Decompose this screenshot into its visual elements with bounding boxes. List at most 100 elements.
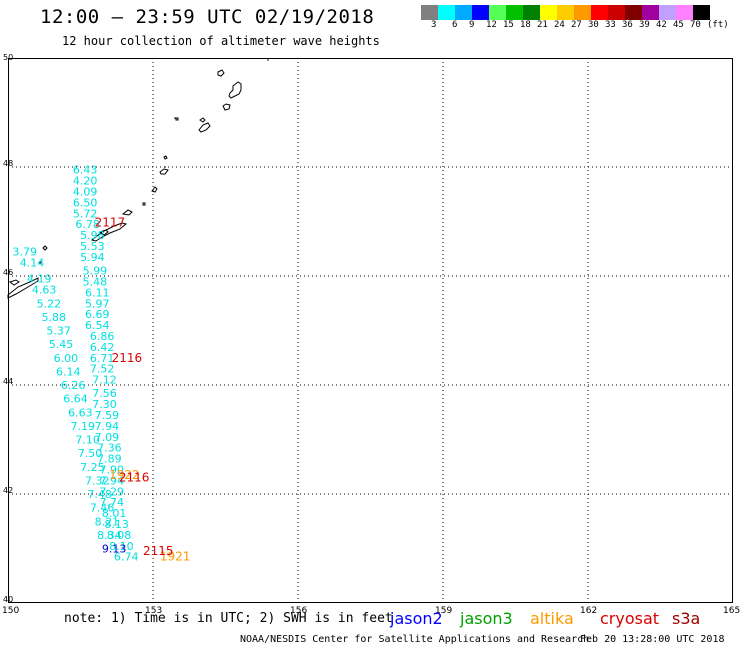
swh-label-jason3: 7.50 <box>78 447 103 460</box>
colorbar-label: 39 <box>639 20 650 30</box>
colorbar-label: 15 <box>503 20 514 30</box>
coastline <box>159 168 169 175</box>
footer-note: note: 1) Time is in UTC; 2) SWH is in fe… <box>64 611 393 626</box>
x-tick-label: 153 <box>145 606 162 616</box>
colorbar-label: 21 <box>537 20 548 30</box>
coastline <box>175 117 179 121</box>
small-island <box>174 117 176 119</box>
small-island <box>267 59 269 61</box>
colorbar-swatch <box>455 5 472 20</box>
footer-credit: NOAA/NESDIS Center for Satellite Applica… <box>240 634 590 645</box>
swh-label-jason2: 5.72 <box>73 207 98 220</box>
legend-item-altika: altika <box>530 609 574 628</box>
swh-label-jason2: 6.11 <box>85 286 110 299</box>
swh-label-jason3: 7.19 <box>71 420 96 433</box>
swh-label-jason2: 6.86 <box>90 330 115 343</box>
swh-label-jason2: 6.71 <box>90 352 115 365</box>
swh-label-jason2: 8.13 <box>104 518 129 531</box>
coastline <box>42 245 48 251</box>
colorbar-swatch <box>676 5 693 20</box>
colorbar-label: (ft) <box>707 20 729 30</box>
footer-timestamp: Feb 20 13:28:00 UTC 2018 <box>580 634 725 645</box>
x-tick-label: 162 <box>580 606 597 616</box>
swh-label-jason2: 7.94 <box>95 420 120 433</box>
coastline <box>121 209 133 216</box>
swh-label-jason3: 4.19 <box>27 273 52 286</box>
colorbar-label: 18 <box>520 20 531 30</box>
swh-label-jason2: 5.99 <box>83 265 108 278</box>
colorbar-swatch <box>591 5 608 20</box>
colorbar-swatch <box>523 5 540 20</box>
swh-label-jason2: 6.42 <box>90 341 115 354</box>
map-subtitle: 12 hour collection of altimeter wave hei… <box>62 34 380 48</box>
colorbar-label: 24 <box>554 20 565 30</box>
y-tick-label: 44 <box>3 377 13 386</box>
swh-label-jason3: 7.32 <box>85 474 110 487</box>
swh-label-jason2: 7.89 <box>97 453 122 466</box>
coastline <box>199 117 206 123</box>
colorbar-swatch <box>608 5 625 20</box>
coastline <box>228 81 242 99</box>
swh-label-jason3: 5.88 <box>42 311 67 324</box>
swh-label-jason3: 6.64 <box>63 393 88 406</box>
colorbar-swatch <box>438 5 455 20</box>
small-island <box>164 166 166 168</box>
swh-label-jason2: 6.78 <box>75 218 100 231</box>
colorbar-label: 27 <box>571 20 582 30</box>
coastline <box>217 69 225 77</box>
x-tick-label: 165 <box>723 606 740 616</box>
y-tick-label: 42 <box>3 486 13 495</box>
x-tick-label: 150 <box>2 606 19 616</box>
colorbar-label: 12 <box>486 20 497 30</box>
swh-label-jason2: 7.12 <box>92 374 117 387</box>
map-title: 12:00 – 23:59 UTC 02/19/2018 <box>40 6 375 28</box>
swh-label-jason2: 7.94 <box>100 474 125 487</box>
swh-label-jason2: 5.94 <box>80 251 105 264</box>
y-tick-label: 48 <box>3 159 13 168</box>
map-frame <box>8 58 733 603</box>
swh-label-jason2: 7.52 <box>90 363 115 376</box>
coastline <box>7 277 39 299</box>
legend-item-s3a: s3a <box>672 609 701 628</box>
swh-label-jason3: 5.45 <box>49 338 74 351</box>
colorbar-swatch <box>625 5 642 20</box>
swh-label-jason2: 7.29 <box>100 485 125 498</box>
swh-label-jason3: 7.10 <box>75 434 100 447</box>
colorbar-label: 6 <box>452 20 458 30</box>
colorbar-swatch <box>642 5 659 20</box>
colorbar-label: 33 <box>605 20 616 30</box>
swh-label-jason2: 7.36 <box>97 442 122 455</box>
legend-item-jason2: jason2 <box>390 609 443 628</box>
colorbar-swatch <box>693 5 710 20</box>
y-tick-label: 46 <box>3 268 13 277</box>
swh-label-jason2: 8.08 <box>107 529 132 542</box>
swh-label-jason3: 6.00 <box>54 352 78 365</box>
coastline <box>151 186 158 193</box>
swh-label-jason3: 6.63 <box>68 406 93 419</box>
swh-label-jason2: 5.98 <box>80 229 105 242</box>
colorbar-label: 36 <box>622 20 633 30</box>
coastline <box>163 155 168 160</box>
swh-label-jason2: 7.30 <box>92 398 117 411</box>
swh-label-jason2: 7.59 <box>95 409 120 422</box>
swh-label-cryosat: 2116 <box>119 471 150 485</box>
x-tick-label: 156 <box>290 606 307 616</box>
swh-label-jason2: 4.09 <box>73 186 98 199</box>
colorbar-label: 45 <box>673 20 684 30</box>
colorbar-swatch <box>557 5 574 20</box>
colorbar-label: 9 <box>469 20 475 30</box>
colorbar-swatch <box>472 5 489 20</box>
swh-label-jason2: 6.43 <box>73 164 98 177</box>
legend-item-jason3: jason3 <box>460 609 513 628</box>
colorbar <box>421 5 710 20</box>
swh-label-jason3: 7.46 <box>90 502 115 515</box>
swh-label-jason3: 5.37 <box>46 325 70 338</box>
coastline <box>98 229 109 236</box>
colorbar-labels: 3 6 9 12 15 18 21 24 27 30 33 36 39 42 45 70 (ft) <box>421 20 740 32</box>
swh-label-jason2: 7.56 <box>92 387 117 400</box>
swh-label-altika: 1921 <box>160 550 191 564</box>
swh-label-jason3: 3.79 <box>13 245 38 258</box>
colorbar-swatch <box>506 5 523 20</box>
swh-label-jason2: 6.54 <box>85 319 110 332</box>
